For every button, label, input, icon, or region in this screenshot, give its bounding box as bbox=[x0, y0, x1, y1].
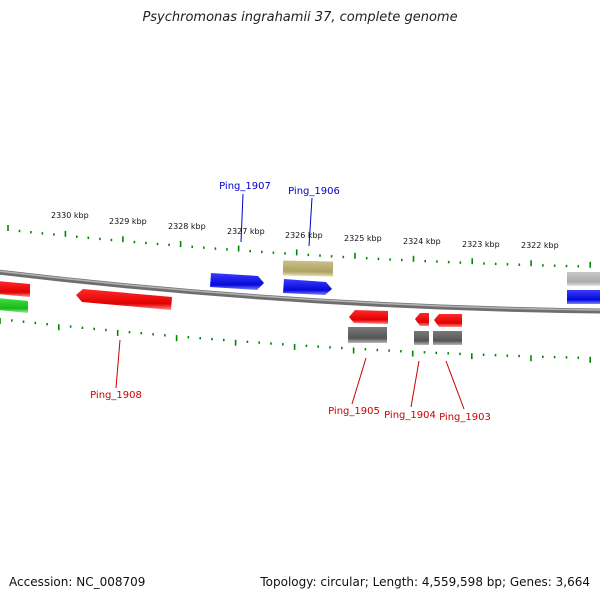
gene-ping-1903[interactable] bbox=[434, 314, 462, 327]
leader-ping-1907 bbox=[240, 193, 244, 243]
scale-label: 2324 kbp bbox=[403, 237, 441, 246]
scale-label: 2330 kbp bbox=[51, 211, 89, 220]
forward-genes bbox=[210, 260, 600, 304]
leader-ping-1904 bbox=[410, 360, 420, 408]
feature-gray-1903[interactable] bbox=[433, 331, 462, 345]
scale-label: 2322 kbp bbox=[521, 241, 559, 250]
leader-ping-1906 bbox=[308, 197, 313, 247]
gene-ping-1905[interactable] bbox=[349, 310, 388, 324]
pseudogene-feature[interactable] bbox=[282, 260, 334, 277]
leader-ping-1903 bbox=[445, 360, 465, 410]
gene-label-ping-1905[interactable]: Ping_1905 bbox=[328, 406, 380, 417]
accession-text: Accession: NC_008709 bbox=[9, 575, 146, 589]
scale-labels: 2330 kbp 2329 kbp 2328 kbp 2327 kbp 2326… bbox=[51, 211, 559, 250]
gene-labels: Ping_1907 Ping_1906 Ping_1908 Ping_1905 … bbox=[90, 181, 491, 423]
scale-label: 2323 kbp bbox=[462, 240, 500, 249]
gene-ping-1907[interactable] bbox=[210, 273, 264, 290]
gene-reverse-left-edge[interactable] bbox=[0, 281, 30, 297]
scale-label: 2327 kbp bbox=[227, 227, 265, 236]
chromosome-backbone-highlight bbox=[0, 270, 600, 311]
map-title: Psychromonas ingrahamii 37, complete gen… bbox=[142, 10, 458, 25]
leader-ping-1905 bbox=[351, 357, 367, 405]
leader-ping-1908 bbox=[115, 339, 121, 389]
feature-gray-1905[interactable] bbox=[348, 327, 387, 343]
gene-label-ping-1904[interactable]: Ping_1904 bbox=[384, 410, 436, 421]
gene-label-ping-1903[interactable]: Ping_1903 bbox=[439, 412, 491, 423]
scale-label: 2326 kbp bbox=[285, 231, 323, 240]
gene-label-ping-1906[interactable]: Ping_1906 bbox=[288, 186, 340, 197]
gene-forward-right-edge[interactable] bbox=[567, 290, 600, 304]
rna-gene-left-edge[interactable] bbox=[0, 298, 28, 313]
lower-scale-ticks bbox=[0, 318, 592, 363]
scale-label: 2328 kbp bbox=[168, 222, 206, 231]
scale-label: 2329 kbp bbox=[109, 217, 147, 226]
gene-label-ping-1908[interactable]: Ping_1908 bbox=[90, 390, 142, 401]
gene-label-ping-1907[interactable]: Ping_1907 bbox=[219, 181, 271, 192]
feature-gray-1904[interactable] bbox=[414, 331, 429, 345]
scale-label: 2325 kbp bbox=[344, 234, 382, 243]
feature-light-gray-right-edge[interactable] bbox=[567, 272, 600, 286]
upper-scale-ticks bbox=[7, 225, 592, 268]
reverse-genes bbox=[0, 281, 462, 345]
gene-ping-1906[interactable] bbox=[283, 279, 332, 295]
chromosome-backbone bbox=[0, 269, 600, 314]
label-leaders bbox=[115, 193, 465, 410]
gene-ping-1908[interactable] bbox=[76, 289, 172, 310]
genome-summary-text: Topology: circular; Length: 4,559,598 bp… bbox=[260, 575, 590, 589]
gene-ping-1904[interactable] bbox=[415, 313, 429, 326]
